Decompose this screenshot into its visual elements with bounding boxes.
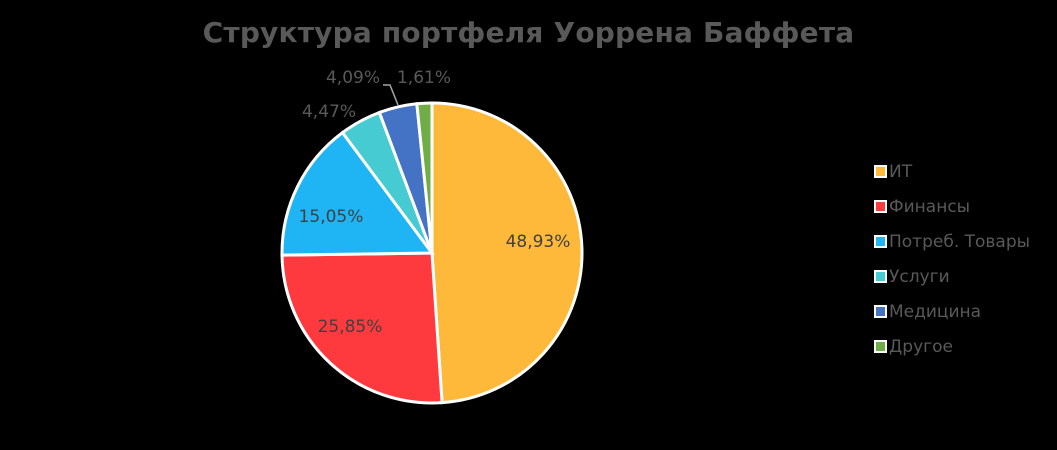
legend-swatch xyxy=(874,165,887,178)
legend-label: Медицина xyxy=(889,301,982,322)
pie-slices xyxy=(280,101,584,405)
legend-swatch xyxy=(874,340,887,353)
pie-slice xyxy=(430,101,584,405)
legend-item-finance: Финансы xyxy=(874,189,1030,224)
legend-swatch xyxy=(874,305,887,318)
pie-slice xyxy=(280,251,444,405)
legend-label: Другое xyxy=(889,336,953,357)
legend-label: Услуги xyxy=(889,266,950,287)
data-label: 1,61% xyxy=(397,68,451,88)
legend-item-other: Другое xyxy=(874,329,1030,364)
data-label: 48,93% xyxy=(506,232,571,252)
data-label: 4,47% xyxy=(302,102,356,122)
legend-item-consumer-goods: Потреб. Товары xyxy=(874,224,1030,259)
data-label: 15,05% xyxy=(299,207,364,227)
legend: ИТ Финансы Потреб. Товары Услуги Медицин… xyxy=(874,154,1030,364)
legend-item-healthcare: Медицина xyxy=(874,294,1030,329)
legend-swatch xyxy=(874,200,887,213)
pie-slice xyxy=(415,101,434,254)
data-label: 4,09% xyxy=(326,68,380,88)
data-labels: 48,93% 25,85% 15,05% 4,47% 4,09% 1,61% xyxy=(299,68,571,337)
legend-item-it: ИТ xyxy=(874,154,1030,189)
data-label: 25,85% xyxy=(318,317,383,337)
legend-swatch xyxy=(874,270,887,283)
chart-title: Структура портфеля Уоррена Баффета xyxy=(202,16,855,49)
legend-label: Потреб. Товары xyxy=(889,231,1031,252)
pie-slice xyxy=(280,130,435,257)
leader-line xyxy=(383,84,399,106)
legend-label: ИТ xyxy=(889,161,913,182)
legend-swatch xyxy=(874,235,887,248)
legend-label: Финансы xyxy=(889,196,971,217)
legend-item-services: Услуги xyxy=(874,259,1030,294)
